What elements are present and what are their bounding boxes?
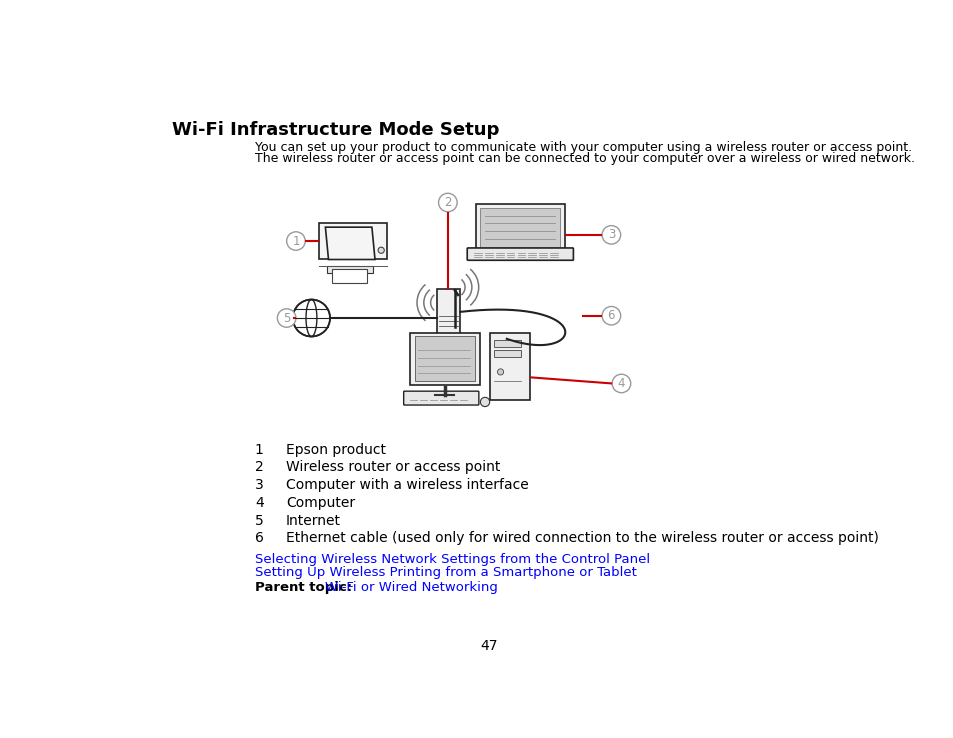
Text: 6: 6: [607, 309, 615, 323]
Text: Computer: Computer: [286, 496, 355, 510]
Text: Ethernet cable (used only for wired connection to the wireless router or access : Ethernet cable (used only for wired conn…: [286, 531, 878, 545]
Circle shape: [293, 300, 330, 337]
Text: You can set up your product to communicate with your computer using a wireless r: You can set up your product to communica…: [254, 141, 911, 154]
Text: Wi-Fi Infrastructure Mode Setup: Wi-Fi Infrastructure Mode Setup: [172, 121, 498, 139]
Text: Epson product: Epson product: [286, 443, 385, 457]
Text: 4: 4: [617, 377, 624, 390]
Text: Computer with a wireless interface: Computer with a wireless interface: [286, 478, 528, 492]
Text: Wi-Fi or Wired Networking: Wi-Fi or Wired Networking: [324, 582, 497, 594]
Text: 2: 2: [254, 461, 263, 475]
Circle shape: [377, 247, 384, 253]
Bar: [319, 223, 387, 260]
Circle shape: [601, 306, 620, 325]
Circle shape: [286, 232, 305, 250]
Text: Internet: Internet: [286, 514, 340, 528]
Text: 5: 5: [283, 311, 290, 325]
Text: 1: 1: [292, 235, 299, 247]
Circle shape: [601, 226, 620, 244]
Circle shape: [612, 374, 630, 393]
Text: Setting Up Wireless Printing from a Smartphone or Tablet: Setting Up Wireless Printing from a Smar…: [254, 566, 636, 579]
Bar: [494, 339, 520, 347]
FancyBboxPatch shape: [467, 248, 573, 261]
Bar: [436, 289, 459, 335]
Text: 6: 6: [254, 531, 263, 545]
Bar: [476, 204, 564, 254]
Text: 5: 5: [254, 514, 263, 528]
Bar: [327, 266, 373, 273]
Text: 3: 3: [607, 228, 615, 241]
Circle shape: [277, 308, 295, 327]
Text: 4: 4: [254, 496, 263, 510]
FancyBboxPatch shape: [403, 391, 478, 405]
Text: Parent topic:: Parent topic:: [254, 582, 356, 594]
Circle shape: [438, 193, 456, 212]
Text: Selecting Wireless Network Settings from the Control Panel: Selecting Wireless Network Settings from…: [254, 553, 649, 566]
Text: 47: 47: [479, 639, 497, 653]
Bar: [494, 350, 520, 356]
Text: Wireless router or access point: Wireless router or access point: [286, 461, 499, 475]
Circle shape: [497, 369, 503, 375]
Text: The wireless router or access point can be connected to your computer over a wir: The wireless router or access point can …: [254, 153, 914, 165]
Text: 2: 2: [444, 196, 451, 209]
Bar: [489, 333, 530, 401]
Text: 3: 3: [254, 478, 263, 492]
Text: 1: 1: [254, 443, 263, 457]
Circle shape: [480, 397, 489, 407]
Bar: [332, 269, 367, 283]
Bar: [480, 208, 559, 250]
Bar: [410, 333, 479, 385]
Bar: [415, 337, 475, 381]
Polygon shape: [325, 227, 375, 260]
